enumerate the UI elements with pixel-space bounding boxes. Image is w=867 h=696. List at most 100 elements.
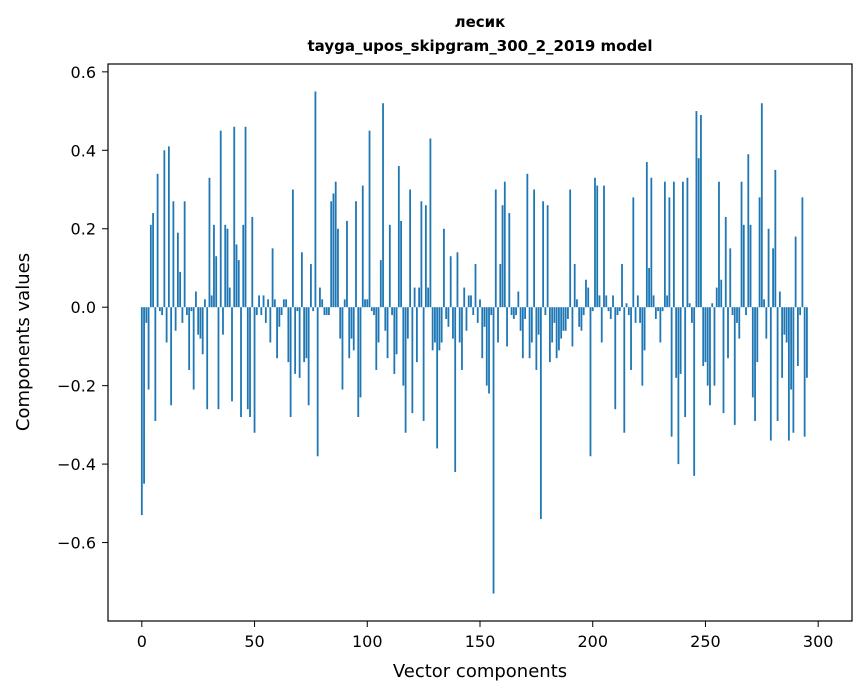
y-tick-label: 0.4 [71,141,96,160]
bar-62 [280,307,283,316]
bar-212 [618,307,621,312]
bar-93 [350,307,353,339]
bar-107 [382,103,384,308]
bar-173 [530,307,533,343]
bar-106 [379,260,382,308]
bar-220 [636,295,639,308]
bar-199 [589,307,592,457]
bar-184 [555,307,558,359]
bar-32 [213,224,215,308]
bar-100 [366,299,369,308]
bar-242 [686,177,689,308]
bar-89 [341,307,344,390]
bar-217 [630,307,632,370]
bar-96 [357,307,360,418]
bar-86 [334,181,337,308]
bar-24 [195,291,197,308]
bar-108 [384,307,387,331]
bar-284 [781,307,784,378]
bar-101 [368,130,371,308]
bar-56 [267,299,269,308]
bar-4 [149,224,152,308]
bar-65 [287,307,290,363]
bar-239 [679,307,682,374]
bar-69 [296,307,299,312]
bar-25 [197,307,200,335]
bar-186 [560,307,563,339]
bar-83 [328,307,330,316]
bar-114 [397,165,400,308]
bar-181 [548,307,551,363]
bar-236 [672,181,675,308]
bar-21 [188,307,191,370]
bar-156 [492,307,495,594]
bar-5 [152,213,154,308]
bar-133 [440,307,443,343]
bar-169 [521,307,524,359]
bar-142 [461,307,463,370]
bar-118 [406,307,409,339]
bar-31 [210,295,213,308]
bar-268 [745,307,747,316]
bar-170 [524,307,526,319]
bar-30 [208,177,211,308]
bar-172 [528,307,531,359]
bar-200 [591,307,594,312]
bar-179 [544,307,547,316]
bar-183 [553,307,556,323]
bar-249 [702,307,705,367]
bar-191 [571,307,574,347]
y-tick-label: −0.2 [57,377,96,396]
bar-171 [526,173,529,308]
bar-291 [796,307,799,367]
bar-254 [713,307,716,386]
bar-204 [600,307,603,343]
bar-261 [729,248,732,308]
bar-225 [648,267,650,308]
bar-294 [803,307,806,437]
y-axis: −0.6 −0.4 −0.2 0.0 0.2 0.4 0.6 [57,63,108,553]
bar-288 [790,307,793,390]
bar-104 [375,307,378,370]
bar-48 [249,307,251,418]
bar-19 [183,201,186,308]
bar-231 [661,307,664,312]
bar-38 [226,228,229,308]
bar-280 [772,248,774,308]
bar-176 [537,307,540,335]
bar-110 [388,224,391,308]
bar-270 [749,224,752,308]
bar-210 [614,307,617,410]
bar-232 [663,181,666,308]
bar-209 [612,295,614,308]
bar-289 [792,307,795,433]
bar-6 [154,307,157,421]
bar-152 [483,307,486,327]
y-tick-label: −0.6 [57,534,96,553]
bar-257 [720,279,723,308]
bar-216 [627,307,630,316]
bar-20 [186,307,188,316]
bar-277 [765,307,768,339]
bar-50 [253,307,256,433]
bar-167 [517,291,520,308]
bar-120 [411,307,414,414]
bar-158 [497,307,499,343]
bar-178 [542,201,545,308]
bar-187 [562,307,565,331]
bar-77 [314,91,317,308]
bar-14 [172,201,175,308]
bar-274 [758,197,761,308]
bar-153 [485,307,488,386]
bar-175 [535,307,538,370]
bar-214 [623,307,626,433]
bar-57 [269,307,272,343]
bar-117 [404,307,407,433]
bar-250 [704,307,707,363]
bar-227 [652,295,655,308]
bar-192 [573,264,576,308]
bar-224 [645,162,648,308]
bar-276 [763,299,765,308]
bar-252 [709,307,711,406]
bar-75 [310,264,312,308]
